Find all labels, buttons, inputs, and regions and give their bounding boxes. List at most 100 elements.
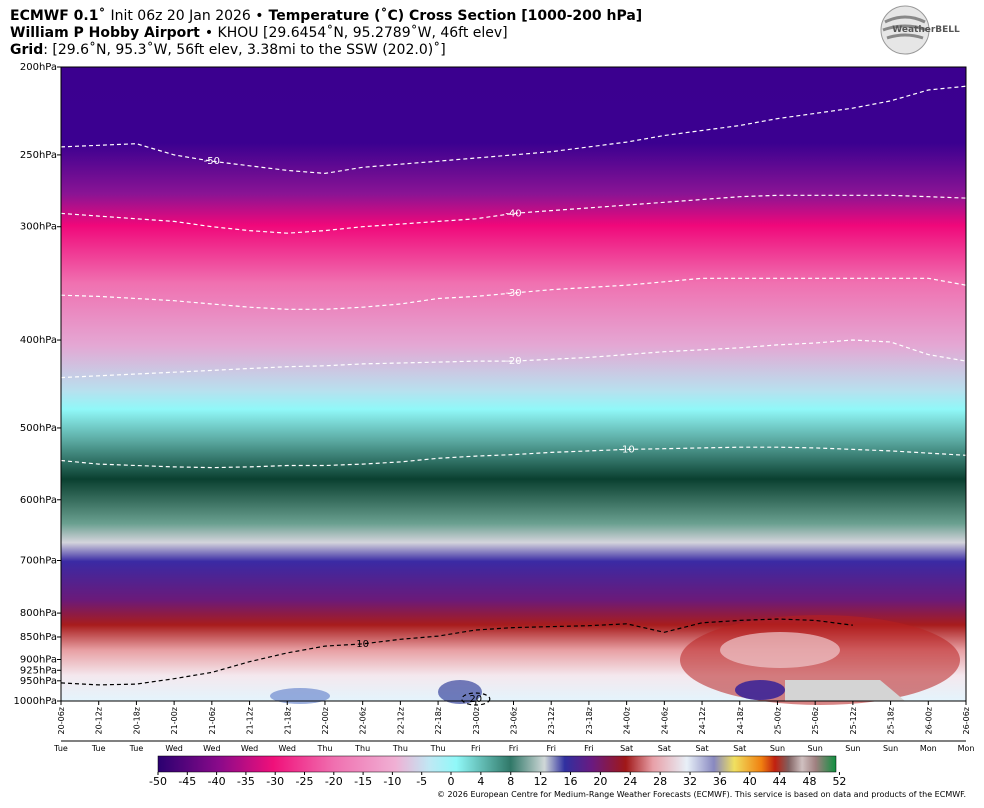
colorbar-label: -50 (149, 775, 167, 788)
colorbar-label: 0 (448, 775, 455, 788)
y-tick-label: 200hPa (20, 62, 57, 73)
x-tick-label: 25-00z (773, 707, 782, 734)
colorbar-label: 44 (773, 775, 787, 788)
x-tick-label: 24-06z (660, 707, 669, 734)
y-tick-label: 400hPa (20, 335, 57, 346)
day-label: Sat (620, 744, 633, 753)
day-label: Sat (733, 744, 746, 753)
x-tick-label: 24-18z (736, 707, 745, 734)
contour-line (60, 194, 967, 234)
contours: -50 -40 -30 -20 -10 10 20 (60, 85, 967, 706)
y-tick-label: 1000hPa (14, 696, 58, 707)
contour-line (461, 692, 491, 706)
y-tick-label: 800hPa (20, 608, 57, 619)
day-label: Mon (920, 744, 937, 753)
x-tick-label: 20-12z (95, 707, 104, 734)
colorbar-label: 20 (593, 775, 607, 788)
colorbar-label: 24 (623, 775, 637, 788)
contour-label: -30 (505, 288, 521, 299)
day-label: Wed (203, 744, 220, 753)
colorbar-label: -35 (237, 775, 255, 788)
contour-label: -50 (204, 156, 220, 167)
colorbar-label: -20 (325, 775, 343, 788)
footer: © 2026 European Centre for Medium-Range … (437, 790, 966, 799)
day-label: Tue (91, 744, 106, 753)
x-tick-label: 21-18z (283, 707, 292, 734)
contour-label: -40 (505, 208, 521, 219)
contour-label: -10 (618, 444, 634, 455)
day-label: Fri (471, 744, 481, 753)
contour-label: -20 (505, 356, 521, 367)
colorbar-label: -10 (383, 775, 401, 788)
day-label: Sat (695, 744, 708, 753)
day-label: Sun (808, 744, 823, 753)
logo-text: WeatherBELL (892, 25, 960, 35)
colorbar-label: 4 (477, 775, 484, 788)
colorbar-label: 36 (713, 775, 727, 788)
y-tick-label: 925hPa (20, 665, 57, 676)
day-label: Thu (392, 744, 408, 753)
y-tick-label: 700hPa (20, 555, 57, 566)
x-tick-label: 24-00z (623, 707, 632, 734)
y-tick-label: 600hPa (20, 495, 57, 506)
plot-area (61, 67, 966, 705)
contour-label: 10 (356, 639, 369, 650)
station: William P Hobby Airport (10, 25, 200, 41)
cool-patch (270, 688, 330, 704)
colorbar-label: 40 (743, 775, 757, 788)
colorbar-label: 32 (683, 775, 697, 788)
warm-core (720, 632, 840, 668)
grid-line-text: Grid: [29.6˚N, 95.3˚W, 56ft elev, 3.38mi… (10, 41, 446, 58)
logo-swirl (882, 15, 928, 40)
x-tick-label: 26-00z (924, 707, 933, 734)
day-label: Thu (316, 744, 332, 753)
colorbar-label: 52 (832, 775, 846, 788)
logo: WeatherBELL (880, 5, 960, 55)
day-label: Sun (845, 744, 860, 753)
colorbar-label: -5 (416, 775, 427, 788)
x-tick-label: 25-18z (887, 707, 896, 734)
colorbar-label: 12 (534, 775, 548, 788)
day-label: Tue (129, 744, 144, 753)
day-label: Sat (658, 744, 671, 753)
colorbar-label: 48 (803, 775, 817, 788)
x-tick-label: 22-00z (321, 707, 330, 734)
x-tick-label: 23-06z (510, 707, 519, 734)
x-tick-label: 21-12z (246, 707, 255, 734)
x-tick-label: 20-06z (57, 707, 66, 734)
x-tick-label: 26-06z (962, 707, 971, 734)
y-tick-label: 250hPa (20, 150, 57, 161)
day-label: Fri (509, 744, 519, 753)
colorbar-label: -40 (208, 775, 226, 788)
x-tick-label: 22-12z (396, 707, 405, 734)
station-line: William P Hobby Airport • KHOU [29.6454˚N… (10, 24, 508, 41)
colorbar-label: -30 (266, 775, 284, 788)
colorbar-label: -45 (178, 775, 196, 788)
contour-line (60, 85, 967, 175)
grid-label: Grid (10, 42, 43, 58)
colorbar-label: 16 (564, 775, 578, 788)
colorbar (157, 755, 837, 773)
x-tick-label: 23-12z (547, 707, 556, 734)
day-label: Thu (354, 744, 370, 753)
station-info: • KHOU [29.6454˚N, 95.2789˚W, 46ft elev] (205, 24, 508, 41)
day-label: Sun (883, 744, 898, 753)
day-label: Mon (958, 744, 975, 753)
below-ground (785, 680, 905, 701)
colorbar-label: -15 (354, 775, 372, 788)
day-label: Fri (584, 744, 594, 753)
x-tick-label: 21-06z (208, 707, 217, 734)
day-label: Thu (430, 744, 446, 753)
x-tick-label: 24-12z (698, 707, 707, 734)
y-tick-label: 850hPa (20, 632, 57, 643)
contour-line (60, 339, 967, 379)
contour-label: 20 (469, 694, 482, 705)
x-tick-label: 22-06z (359, 707, 368, 734)
y-tick-label: 300hPa (20, 222, 57, 233)
model: ECMWF 0.1˚ (10, 7, 105, 24)
title: Temperature (˚C) Cross Section [1000-200… (269, 7, 643, 24)
y-tick-label: 900hPa (20, 654, 57, 665)
day-label: Tue (53, 744, 68, 753)
colorbar-label: 28 (653, 775, 667, 788)
